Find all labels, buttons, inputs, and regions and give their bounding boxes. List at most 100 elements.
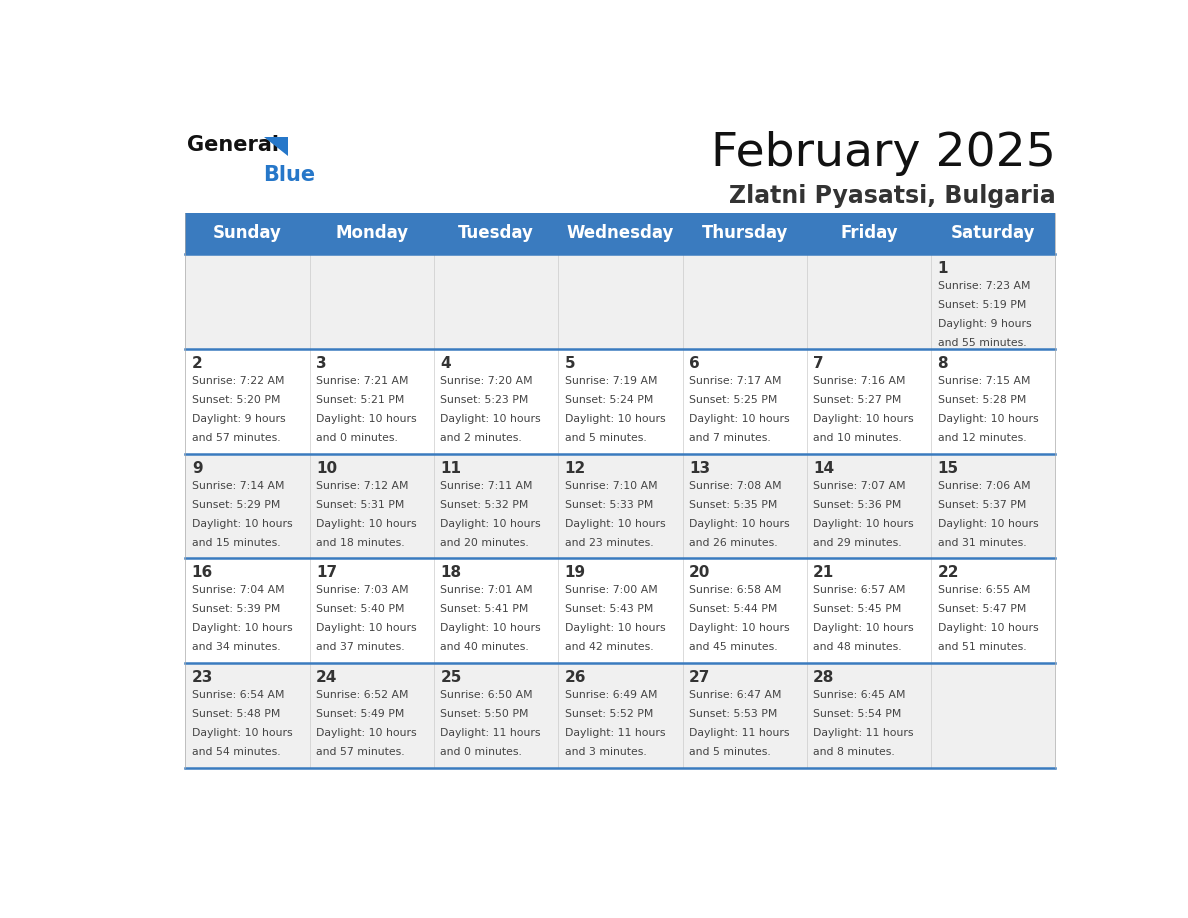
Text: 15: 15 [937,461,959,476]
Text: 26: 26 [564,670,586,685]
Text: Sunset: 5:45 PM: Sunset: 5:45 PM [814,604,902,614]
Bar [185,213,1055,253]
Text: Sunset: 5:48 PM: Sunset: 5:48 PM [191,709,280,719]
Text: Blue: Blue [263,164,315,185]
Text: and 42 minutes.: and 42 minutes. [564,643,653,653]
Text: Daylight: 9 hours: Daylight: 9 hours [937,319,1031,329]
Text: Sunset: 5:28 PM: Sunset: 5:28 PM [937,395,1026,405]
Text: and 57 minutes.: and 57 minutes. [316,747,405,757]
Bar [185,663,1055,767]
Text: Daylight: 10 hours: Daylight: 10 hours [316,623,417,633]
Text: and 10 minutes.: and 10 minutes. [814,433,902,443]
Text: Saturday: Saturday [950,224,1036,242]
Text: Sunrise: 6:45 AM: Sunrise: 6:45 AM [814,689,905,700]
Text: and 20 minutes.: and 20 minutes. [441,538,529,548]
Text: Sunset: 5:21 PM: Sunset: 5:21 PM [316,395,404,405]
Text: 28: 28 [814,670,835,685]
Text: Sunrise: 6:58 AM: Sunrise: 6:58 AM [689,585,782,595]
Text: and 45 minutes.: and 45 minutes. [689,643,778,653]
Text: Daylight: 10 hours: Daylight: 10 hours [814,519,914,529]
Text: Sunset: 5:29 PM: Sunset: 5:29 PM [191,499,280,509]
Text: Sunday: Sunday [213,224,282,242]
Text: Daylight: 10 hours: Daylight: 10 hours [191,728,292,738]
Text: Sunset: 5:25 PM: Sunset: 5:25 PM [689,395,777,405]
Text: Daylight: 10 hours: Daylight: 10 hours [191,519,292,529]
Text: Sunrise: 6:52 AM: Sunrise: 6:52 AM [316,689,409,700]
Text: Sunrise: 6:50 AM: Sunrise: 6:50 AM [441,689,533,700]
Text: Sunrise: 7:15 AM: Sunrise: 7:15 AM [937,376,1030,386]
Text: Sunrise: 6:55 AM: Sunrise: 6:55 AM [937,585,1030,595]
Text: Sunrise: 7:16 AM: Sunrise: 7:16 AM [814,376,905,386]
Text: 8: 8 [937,356,948,371]
Text: 24: 24 [316,670,337,685]
Text: 21: 21 [814,565,834,580]
Text: Daylight: 10 hours: Daylight: 10 hours [814,623,914,633]
Bar [185,558,1055,663]
Text: 16: 16 [191,565,213,580]
Text: 6: 6 [689,356,700,371]
Text: Sunrise: 7:14 AM: Sunrise: 7:14 AM [191,480,284,490]
Text: Sunrise: 7:23 AM: Sunrise: 7:23 AM [937,281,1030,290]
Text: and 29 minutes.: and 29 minutes. [814,538,902,548]
Text: Daylight: 10 hours: Daylight: 10 hours [441,623,541,633]
Text: and 18 minutes.: and 18 minutes. [316,538,405,548]
Text: Daylight: 9 hours: Daylight: 9 hours [191,414,285,424]
Text: and 0 minutes.: and 0 minutes. [441,747,523,757]
Text: Sunset: 5:52 PM: Sunset: 5:52 PM [564,709,653,719]
Text: Sunset: 5:32 PM: Sunset: 5:32 PM [441,499,529,509]
Text: Sunrise: 7:11 AM: Sunrise: 7:11 AM [441,480,533,490]
Text: and 23 minutes.: and 23 minutes. [564,538,653,548]
Text: Daylight: 11 hours: Daylight: 11 hours [441,728,541,738]
Text: Sunset: 5:44 PM: Sunset: 5:44 PM [689,604,777,614]
Text: 3: 3 [316,356,327,371]
Text: 19: 19 [564,565,586,580]
Text: and 31 minutes.: and 31 minutes. [937,538,1026,548]
Text: and 5 minutes.: and 5 minutes. [564,433,646,443]
Text: Sunset: 5:50 PM: Sunset: 5:50 PM [441,709,529,719]
Text: Sunrise: 7:20 AM: Sunrise: 7:20 AM [441,376,533,386]
Text: and 51 minutes.: and 51 minutes. [937,643,1026,653]
Text: Sunset: 5:24 PM: Sunset: 5:24 PM [564,395,653,405]
Text: Sunset: 5:54 PM: Sunset: 5:54 PM [814,709,902,719]
Text: Sunset: 5:49 PM: Sunset: 5:49 PM [316,709,404,719]
Text: 11: 11 [441,461,461,476]
Text: Sunrise: 7:10 AM: Sunrise: 7:10 AM [564,480,657,490]
Text: Sunrise: 7:04 AM: Sunrise: 7:04 AM [191,585,284,595]
Text: Sunrise: 7:17 AM: Sunrise: 7:17 AM [689,376,782,386]
Text: 5: 5 [564,356,575,371]
Text: Sunrise: 7:07 AM: Sunrise: 7:07 AM [814,480,906,490]
Text: and 57 minutes.: and 57 minutes. [191,433,280,443]
Text: and 15 minutes.: and 15 minutes. [191,538,280,548]
Text: Monday: Monday [335,224,409,242]
Text: Zlatni Pyasatsi, Bulgaria: Zlatni Pyasatsi, Bulgaria [728,185,1055,208]
Text: Sunrise: 7:08 AM: Sunrise: 7:08 AM [689,480,782,490]
Text: Daylight: 10 hours: Daylight: 10 hours [689,623,790,633]
Text: 9: 9 [191,461,202,476]
Text: Sunset: 5:47 PM: Sunset: 5:47 PM [937,604,1026,614]
Text: Daylight: 10 hours: Daylight: 10 hours [937,414,1038,424]
Text: 14: 14 [814,461,834,476]
Text: Daylight: 10 hours: Daylight: 10 hours [191,623,292,633]
Text: Wednesday: Wednesday [567,224,674,242]
Text: Daylight: 11 hours: Daylight: 11 hours [564,728,665,738]
Text: and 48 minutes.: and 48 minutes. [814,643,902,653]
Text: 10: 10 [316,461,337,476]
Text: 18: 18 [441,565,461,580]
Text: and 34 minutes.: and 34 minutes. [191,643,280,653]
Text: Sunrise: 6:47 AM: Sunrise: 6:47 AM [689,689,782,700]
Text: Sunset: 5:27 PM: Sunset: 5:27 PM [814,395,902,405]
Text: Sunrise: 6:57 AM: Sunrise: 6:57 AM [814,585,905,595]
Text: Sunrise: 7:00 AM: Sunrise: 7:00 AM [564,585,657,595]
Text: Sunset: 5:31 PM: Sunset: 5:31 PM [316,499,404,509]
Text: Daylight: 10 hours: Daylight: 10 hours [937,623,1038,633]
Text: and 26 minutes.: and 26 minutes. [689,538,778,548]
Text: 17: 17 [316,565,337,580]
Text: Sunrise: 7:22 AM: Sunrise: 7:22 AM [191,376,284,386]
Text: Tuesday: Tuesday [459,224,533,242]
Text: Sunset: 5:36 PM: Sunset: 5:36 PM [814,499,902,509]
Text: Daylight: 10 hours: Daylight: 10 hours [441,414,541,424]
Text: Sunrise: 7:01 AM: Sunrise: 7:01 AM [441,585,533,595]
Text: Sunrise: 7:03 AM: Sunrise: 7:03 AM [316,585,409,595]
Text: Daylight: 10 hours: Daylight: 10 hours [689,519,790,529]
Text: Daylight: 11 hours: Daylight: 11 hours [689,728,790,738]
